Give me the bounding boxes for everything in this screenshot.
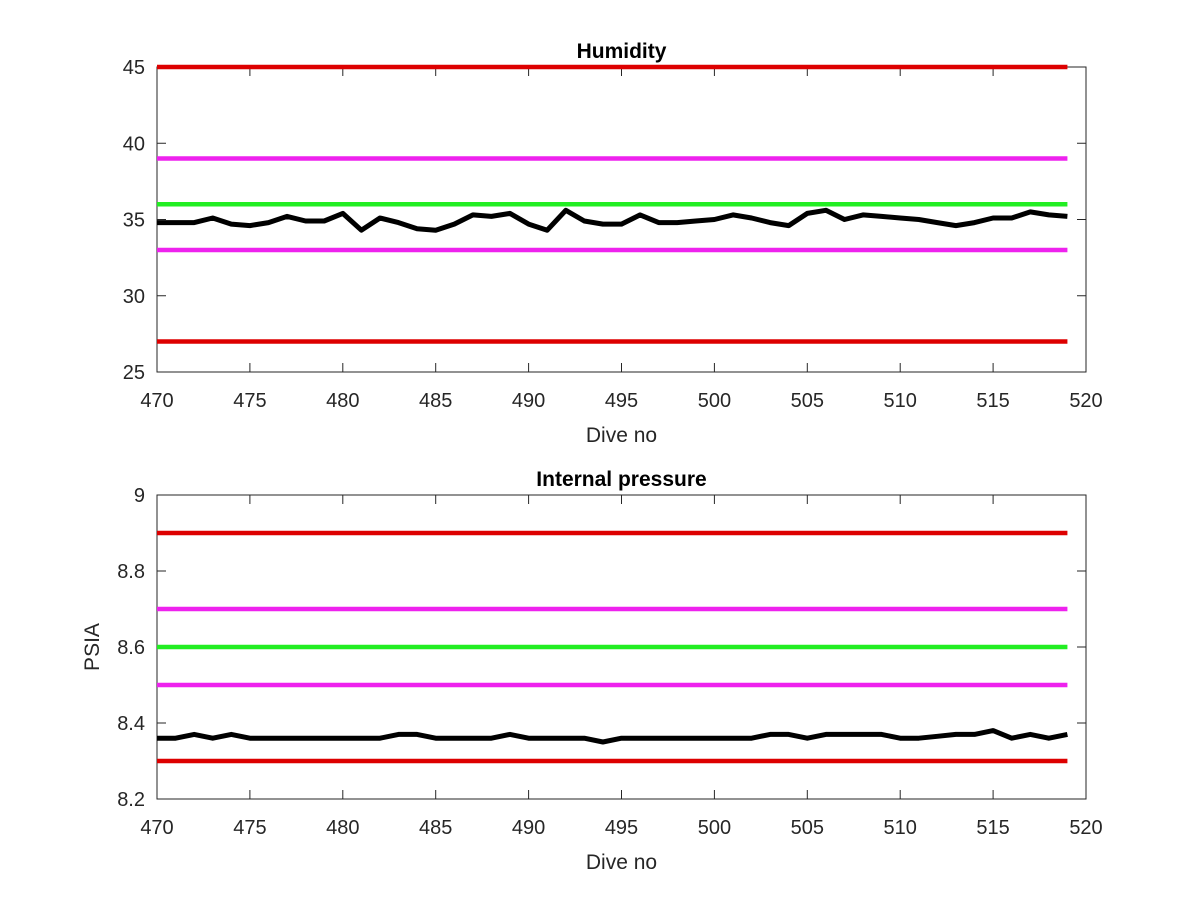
x-tick-label: 495 xyxy=(605,817,638,839)
x-tick-label: 505 xyxy=(791,817,824,839)
x-tick-label: 505 xyxy=(791,390,824,412)
x-tick-label: 500 xyxy=(698,390,731,412)
y-axis-label: PSIA xyxy=(81,623,104,671)
x-tick-label: 475 xyxy=(233,390,266,412)
x-tick-label: 515 xyxy=(976,390,1009,412)
x-tick-label: 490 xyxy=(512,817,545,839)
x-tick-label: 485 xyxy=(419,390,452,412)
y-tick-label: 8.6 xyxy=(117,637,145,659)
y-tick-label: 30 xyxy=(123,286,145,308)
humidity-panel: 470 475 480 485 490 495 500 505 510 515 520 25 30 35 4… xyxy=(123,40,1103,447)
x-tick-label: 520 xyxy=(1069,817,1102,839)
x-tick-label: 490 xyxy=(512,390,545,412)
y-tick-label: 35 xyxy=(123,210,145,232)
x-tick-label: 515 xyxy=(976,817,1009,839)
x-axis-label: Dive no xyxy=(586,424,657,447)
y-tick-label: 45 xyxy=(123,57,145,79)
x-tick-label: 495 xyxy=(605,390,638,412)
y-tick-label: 8.8 xyxy=(117,561,145,583)
chart-title: Internal pressure xyxy=(536,468,706,491)
x-tick-label: 500 xyxy=(698,817,731,839)
x-tick-label: 520 xyxy=(1069,390,1102,412)
x-tick-label: 510 xyxy=(884,817,917,839)
x-tick-label: 475 xyxy=(233,817,266,839)
x-tick-label: 485 xyxy=(419,817,452,839)
x-tick-label: 510 xyxy=(884,390,917,412)
chart-title: Humidity xyxy=(577,40,667,63)
x-tick-label: 470 xyxy=(140,817,173,839)
y-tick-label: 9 xyxy=(134,485,145,507)
internal-pressure-panel: 470 475 480 485 490 495 500 505 510 515 520 8.2 8.4 8… xyxy=(81,468,1103,874)
series-line xyxy=(157,728,1068,745)
x-axis-label: Dive no xyxy=(586,851,657,874)
x-tick-label: 480 xyxy=(326,817,359,839)
series-line xyxy=(157,207,1068,233)
x-tick-label: 470 xyxy=(140,390,173,412)
y-tick-label: 40 xyxy=(123,133,145,155)
y-tick-label: 8.4 xyxy=(117,713,145,735)
y-tick-label: 8.2 xyxy=(117,789,145,811)
y-tick-label: 25 xyxy=(123,362,145,384)
x-tick-label: 480 xyxy=(326,390,359,412)
